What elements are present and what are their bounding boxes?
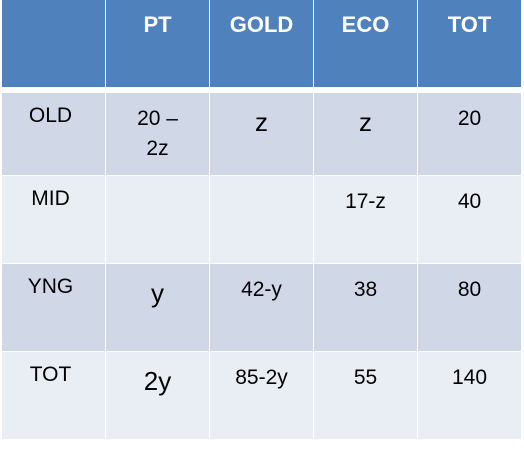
cell-yng-gold: 42-y (210, 264, 313, 351)
header-corner-cell (2, 0, 105, 87)
cell-mid-tot: 40 (418, 176, 521, 263)
row-label-tot: TOT (2, 352, 105, 439)
cell-old-tot: 20 (418, 88, 521, 175)
cell-old-eco: z (314, 88, 417, 175)
cell-yng-pt: y (106, 264, 209, 351)
cell-mid-gold (210, 176, 313, 263)
cell-old-pt: 20 – 2z (106, 88, 209, 175)
cell-tot-tot: 140 (418, 352, 521, 439)
cell-mid-eco: 17-z (314, 176, 417, 263)
header-tot: TOT (418, 0, 521, 87)
cell-yng-eco: 38 (314, 264, 417, 351)
header-gold: GOLD (210, 0, 313, 87)
cell-old-gold: z (210, 88, 313, 175)
cell-tot-eco: 55 (314, 352, 417, 439)
row-label-mid: MID (2, 176, 105, 263)
cell-tot-gold: 85-2y (210, 352, 313, 439)
cell-yng-tot: 80 (418, 264, 521, 351)
header-eco: ECO (314, 0, 417, 87)
header-pt: PT (106, 0, 209, 87)
row-label-old: OLD (2, 88, 105, 175)
row-label-yng: YNG (2, 264, 105, 351)
cell-mid-pt (106, 176, 209, 263)
cell-tot-pt: 2y (106, 352, 209, 439)
